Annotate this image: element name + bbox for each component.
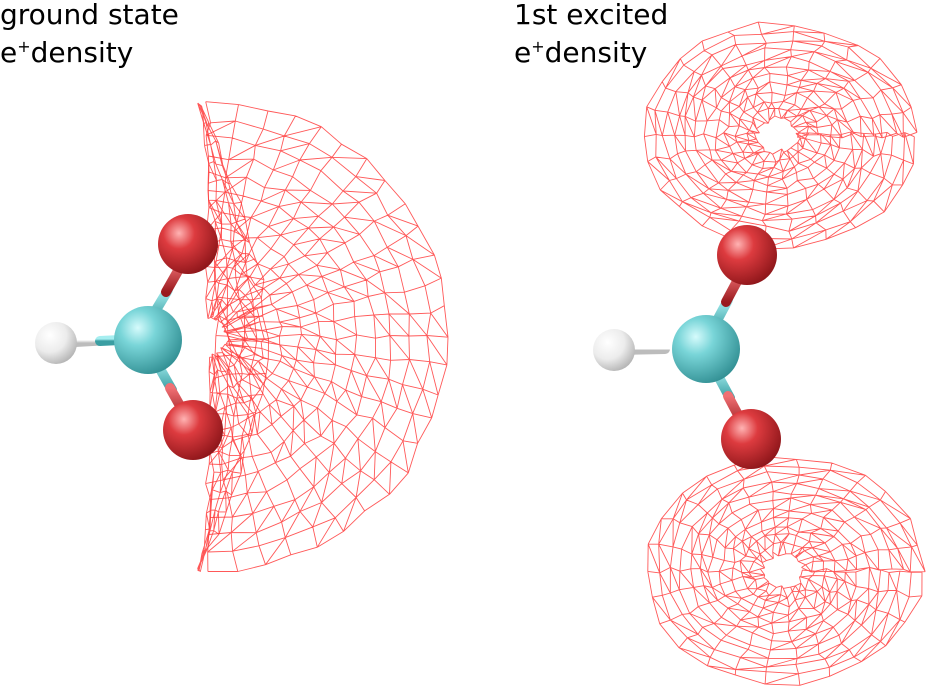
- oxygen-atom-top: [158, 214, 218, 274]
- ground-state-label: ground state e+density: [0, 0, 179, 72]
- ground-state-title: ground state: [0, 0, 179, 31]
- hydrogen-atom: [35, 322, 77, 364]
- carbon-atom: [672, 315, 740, 383]
- excited-density-lobe-bottom: [647, 456, 926, 686]
- excited-state-title: 1st excited: [514, 0, 669, 31]
- oxygen-atom-bottom: [721, 409, 781, 469]
- excited-state-subtitle: e+density: [514, 36, 648, 69]
- formate-molecule-excited: [593, 225, 781, 469]
- excited-density-lobe-top: [643, 21, 918, 250]
- oxygen-atom-bottom: [163, 400, 223, 460]
- formate-molecule-ground: [35, 214, 223, 460]
- excited-state-label: 1st excited e+density: [514, 0, 668, 72]
- ground-state-subtitle: e+density: [0, 36, 134, 69]
- hydrogen-atom: [593, 329, 635, 371]
- ground-state-density-isosurface: [197, 101, 449, 573]
- oxygen-atom-top: [717, 225, 777, 285]
- carbon-atom: [114, 306, 182, 374]
